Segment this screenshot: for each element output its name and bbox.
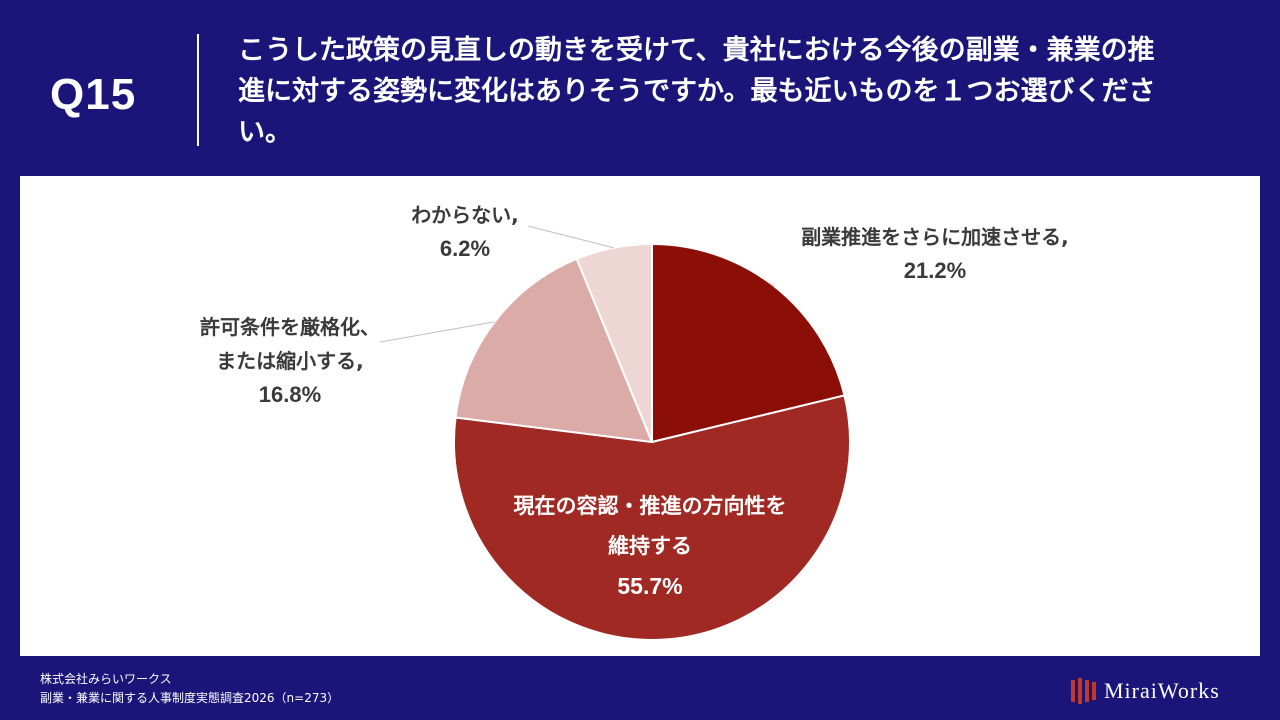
footer-company: 株式会社みらいワークス	[40, 672, 172, 686]
footer-survey: 副業・兼業に関する人事制度実態調査2026（n=273）	[40, 691, 340, 705]
slice-label-unknown-text: わからない,	[411, 203, 519, 227]
slice-label-restrict: 許可条件を厳格化、 または縮小する, 16.8%	[170, 310, 410, 412]
logo-text: MiraiWorks	[1104, 678, 1220, 703]
question-text: こうした政策の見直しの動きを受けて、貴社における今後の副業・兼業の推進に対する姿…	[238, 35, 1156, 148]
header-divider	[197, 34, 199, 146]
pie-chart	[379, 225, 851, 642]
slice-label-maintain-text-1: 現在の容認・推進の方向性を	[513, 494, 787, 518]
slice-value-maintain: 55.7%	[617, 573, 683, 599]
slice-value-restrict: 16.8%	[258, 382, 322, 407]
slice-label-accelerate-text: 副業推進をさらに加速させる,	[801, 225, 1069, 249]
footer-source: 株式会社みらいワークス 副業・兼業に関する人事制度実態調査2026（n=273）	[40, 670, 339, 708]
pie-slice-maintain	[453, 394, 851, 642]
slice-label-restrict-text-2: または縮小する,	[216, 349, 364, 373]
slice-value-accelerate: 21.2%	[903, 258, 967, 283]
chart-panel: 副業推進をさらに加速させる, 21.2% 現在の容認・推進の方向性を 維持する …	[20, 176, 1260, 656]
pie-slice-restrict	[454, 257, 654, 444]
question-number: Q15	[50, 70, 137, 119]
leader-line-unknown	[527, 225, 614, 249]
mirai-works-logo: MiraiWorks	[1070, 676, 1260, 706]
logo-mark-icon	[1071, 678, 1096, 704]
leader-line-restrict	[379, 321, 495, 343]
slice-label-maintain: 現在の容認・推進の方向性を 維持する 55.7%	[490, 486, 810, 606]
slice-label-maintain-text-2: 維持する	[608, 534, 692, 558]
leader-line-accelerate	[769, 282, 775, 287]
slice-label-accelerate: 副業推進をさらに加速させる, 21.2%	[775, 220, 1095, 288]
slice-label-unknown: わからない, 6.2%	[390, 198, 540, 266]
pie-slice-unknown	[575, 242, 653, 443]
slice-value-unknown: 6.2%	[439, 236, 491, 261]
slice-label-restrict-text-1: 許可条件を厳格化、	[200, 315, 380, 339]
